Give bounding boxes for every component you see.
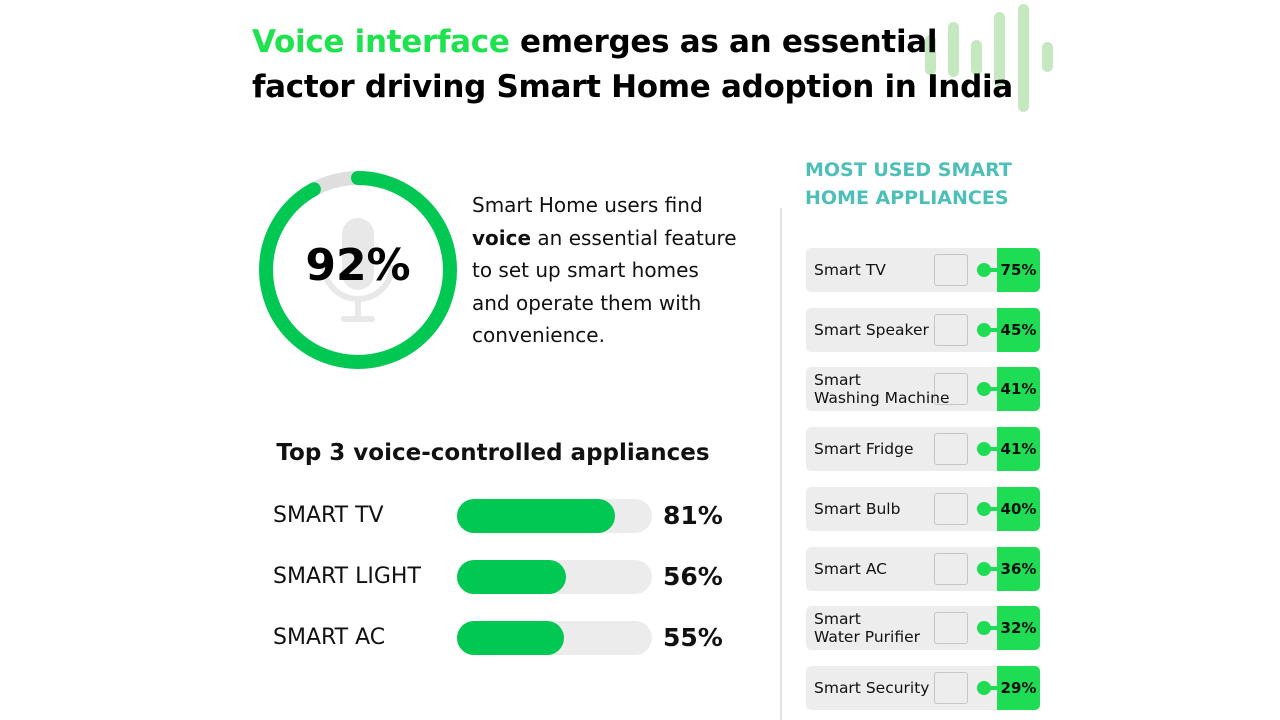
value-dot: [977, 382, 991, 397]
appliance-card: Smart Washing Machine 41%: [806, 367, 1040, 412]
hero-value: 92%: [305, 240, 411, 291]
value-dot: [977, 561, 991, 576]
appliance-label: Smart TV: [814, 261, 886, 279]
appliance-label: Smart Water Purifier: [814, 610, 920, 647]
connector: [988, 626, 998, 631]
fridge-icon: [934, 433, 968, 466]
value-dot: [977, 621, 991, 636]
divider: [780, 208, 782, 720]
ring-fill: [259, 171, 457, 369]
appliance-label: Smart Security: [814, 678, 930, 697]
appliance-card: Smart Security 29%: [806, 665, 1040, 710]
most-used-heading: MOST USED SMART HOME APPLIANCES: [805, 159, 1012, 209]
appliance-label: Smart Washing Machine: [814, 371, 950, 408]
value-dot: [977, 680, 991, 695]
bar-fill: [457, 621, 565, 655]
connector: [988, 268, 998, 272]
appliance-value: 41%: [997, 367, 1040, 412]
wave-bar: [925, 35, 936, 75]
hero-description: Smart Home users find voice an essential…: [472, 193, 737, 347]
appliance-value: 45%: [997, 307, 1040, 352]
top3-row: SMART TV 81%: [273, 499, 733, 535]
appliance-value: 75%: [997, 248, 1040, 292]
wave-bar: [948, 22, 959, 77]
wave-bar: [1042, 42, 1053, 72]
bar-track: [457, 560, 652, 594]
appliance-value: 36%: [997, 546, 1040, 591]
bar-value: 55%: [663, 623, 723, 652]
bar-track: [457, 499, 652, 533]
microphone-icon: [321, 218, 395, 322]
top3-row: SMART LIGHT 56%: [273, 560, 733, 596]
wave-bar: [994, 12, 1005, 87]
connector: [988, 387, 998, 392]
appliance-card: Smart Fridge 41%: [806, 427, 1040, 472]
washing-machine-icon: [934, 373, 968, 406]
value-dot: [977, 322, 991, 337]
bar-track: [457, 621, 652, 655]
appliance-card: Smart Speaker 45%: [806, 307, 1040, 352]
ac-icon: [934, 552, 968, 585]
value-dot: [977, 501, 991, 516]
value-dot: [977, 263, 991, 277]
appliance-label: Smart AC: [814, 559, 887, 578]
water-purifier-icon: [934, 612, 968, 645]
appliance-value: 41%: [997, 427, 1040, 472]
title-highlight: Voice interface: [252, 24, 510, 60]
bulb-icon: [934, 492, 968, 525]
wave-bar: [1018, 4, 1029, 112]
appliance-card: Smart Water Purifier 32%: [806, 606, 1040, 651]
appliance-label: Smart Fridge: [814, 440, 914, 459]
bar-value: 81%: [663, 501, 723, 530]
top3-row: SMART AC 55%: [273, 621, 733, 657]
top3-heading: Top 3 voice-controlled appliances: [276, 440, 710, 466]
bar-fill: [457, 560, 567, 594]
connector: [988, 566, 998, 571]
title-line1: emerges as an essential: [509, 24, 938, 60]
speaker-icon: [934, 313, 968, 346]
connector: [988, 447, 998, 452]
value-dot: [977, 442, 991, 457]
appliance-value: 32%: [997, 606, 1040, 651]
title-line2: factor driving Smart Home adoption in In…: [252, 69, 1013, 105]
appliance-value: 40%: [997, 486, 1040, 531]
connector: [988, 506, 998, 511]
bar-fill: [457, 499, 615, 533]
bar-label: SMART TV: [273, 503, 384, 528]
security-lock-icon: [934, 671, 968, 704]
appliance-label: Smart Speaker: [814, 320, 929, 339]
appliance-label: Smart Bulb: [814, 499, 901, 518]
page-title: Voice interface emerges as an essential …: [252, 20, 1013, 110]
appliance-card: Smart Bulb 40%: [806, 486, 1040, 531]
connector: [988, 685, 998, 690]
tv-icon: [934, 254, 968, 286]
bar-label: SMART LIGHT: [273, 564, 421, 589]
bar-value: 56%: [663, 562, 723, 591]
progress-ring: [259, 171, 457, 369]
bar-label: SMART AC: [273, 625, 386, 650]
wave-bar: [971, 40, 982, 75]
appliance-card: Smart AC 36%: [806, 546, 1040, 591]
connector: [988, 327, 998, 332]
appliance-value: 29%: [997, 665, 1040, 710]
appliance-card: Smart TV 75%: [806, 248, 1040, 292]
